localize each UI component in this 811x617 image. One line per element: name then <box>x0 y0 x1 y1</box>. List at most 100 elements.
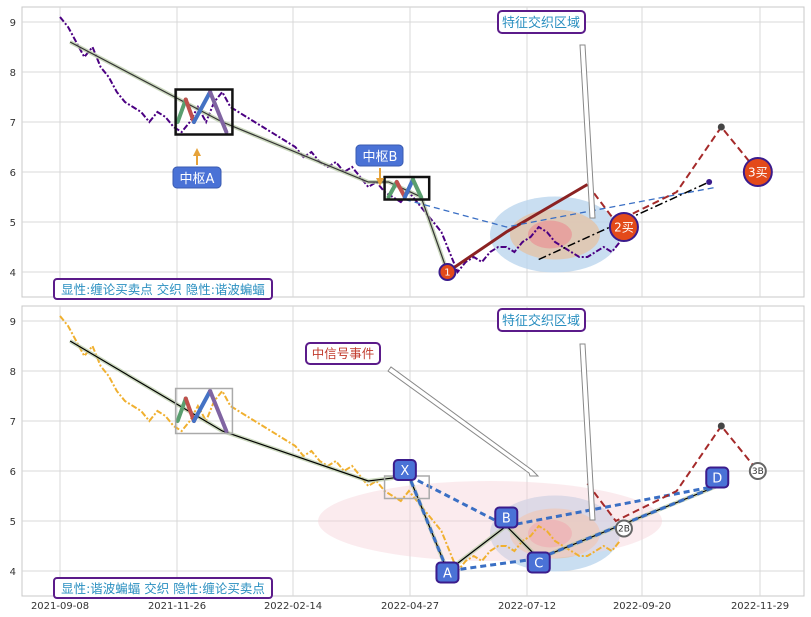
buy-point-3-text: 3买 <box>748 165 768 179</box>
harmonic-point-c-box <box>526 551 551 574</box>
legend-bottom: 显性:谐波蝙蝠 交织 隐性:缠论买卖点 <box>61 581 265 596</box>
buy-point-1-circle <box>438 263 457 281</box>
center-zigzag-segment <box>175 396 188 423</box>
center-zigzag-segment <box>386 180 399 199</box>
signal-event-label: 中信号事件 <box>312 346 375 361</box>
top-panel-frame <box>21 6 805 298</box>
legend-bottom-box: 显性:谐波蝙蝠 交织 隐性:缠论买卖点 <box>53 577 273 599</box>
center-zigzag-segment <box>402 177 415 199</box>
signal-ellipse <box>318 481 663 561</box>
harmonic-point-a-box <box>435 561 460 584</box>
y-tick-label: 5 <box>10 517 16 528</box>
harmonic-point-d-text: D <box>712 472 722 487</box>
center-a-box: 中枢A <box>172 166 222 189</box>
buy-point-1-text: 1 <box>444 268 450 279</box>
y-tick-label: 6 <box>10 168 16 179</box>
y-tick-label: 9 <box>10 18 16 29</box>
legend-top: 显性:缠论买卖点 交织 隐性:谐波蝙蝠 <box>61 282 265 297</box>
harmonic-point-c: C <box>526 551 551 574</box>
harmonic-point-c-text: C <box>534 557 543 572</box>
bottom-grid: 4 5 6 7 8 9 2021-09-08 2021-11-26 2022-02-14 2022… <box>10 306 804 612</box>
zone-title-bottom-box: 特征交织区域 <box>497 308 586 332</box>
center-zigzag-segment <box>191 90 213 124</box>
x-tick-label: 2022-02-14 <box>264 601 322 612</box>
legend-top-box: 显性:缠论买卖点 交织 隐性:谐波蝙蝠 <box>53 278 273 300</box>
y-tick-label: 4 <box>10 268 16 279</box>
peak-marker <box>717 123 725 131</box>
red-dashed-line <box>586 125 759 224</box>
harmonic-point-a-text: A <box>443 567 452 582</box>
trend-up-line <box>446 183 589 274</box>
x-tick-label: 2022-04-27 <box>381 601 439 612</box>
center-a-label: 中枢A <box>180 172 215 187</box>
harmonic-point-x-text: X <box>400 464 409 479</box>
bottom-chart-layer: X A B C D 2B 3B <box>59 315 767 584</box>
center-zigzag-segment <box>183 97 196 124</box>
center-zigzag-segment <box>208 90 229 134</box>
harmonic-point-d: D <box>705 466 730 489</box>
arrow-center-b-head <box>376 178 384 186</box>
harmonic-point-x-box <box>392 459 417 481</box>
x-tick-label: 2022-07-12 <box>498 601 556 612</box>
harmonic-point-x: X <box>392 459 417 481</box>
center-zigzag-segment <box>394 180 407 199</box>
harmonic-point-d-box <box>705 466 730 489</box>
bottom-panel-frame <box>21 305 805 597</box>
center-b-box: 中枢B <box>355 144 404 167</box>
zone-title-bottom: 特征交织区域 <box>502 313 580 329</box>
top-grid: 4 5 6 7 8 9 <box>10 7 804 297</box>
center-b-rect <box>383 175 431 201</box>
center-zigzag-segment <box>183 396 196 423</box>
center-zigzag-segment <box>191 389 213 423</box>
x-tick-label: 2022-09-20 <box>613 601 671 612</box>
y-tick-label: 7 <box>10 118 16 129</box>
buy-point-2: 2买 <box>608 212 639 242</box>
buy-point-3-circle <box>742 157 773 187</box>
y-tick-label: 8 <box>10 68 16 79</box>
center-b-label: 中枢B <box>363 150 398 165</box>
red-dashed-line <box>586 424 759 523</box>
dashed-projection <box>404 186 718 228</box>
buy-point-2-text: 2买 <box>614 220 634 234</box>
y-tick-label: 5 <box>10 218 16 229</box>
harmonic-point-b: B <box>494 506 519 529</box>
harmonic-point-b-box <box>494 506 519 529</box>
center-a-rect <box>174 88 234 136</box>
zone-arrow-bottom <box>579 343 596 521</box>
y-tick-label: 4 <box>10 567 16 578</box>
harmonic-point-a: A <box>435 561 460 584</box>
buy-point-1: 1 <box>438 263 457 281</box>
y-tick-label: 7 <box>10 417 16 428</box>
buy-point-3: 3买 <box>742 157 773 187</box>
buy-point-2b: 2B <box>614 519 633 538</box>
zone-title-top: 特征交织区域 <box>502 15 580 31</box>
buy-point-2-circle <box>608 212 639 242</box>
peak-marker <box>717 422 725 430</box>
y-tick-label: 6 <box>10 467 16 478</box>
center-zigzag-segment <box>208 389 229 433</box>
buy-point-2b-circle <box>614 519 633 538</box>
y-tick-label: 9 <box>10 317 16 328</box>
arrow-center-a-head <box>193 148 201 156</box>
signal-event-box: 中信号事件 <box>305 342 381 365</box>
y-tick-label: 8 <box>10 367 16 378</box>
harmonic-point-b-text: B <box>502 512 511 527</box>
signal-arrow <box>387 366 540 477</box>
top-chart-layer: 1 2买 3买 <box>59 16 773 281</box>
center-zigzag-segment <box>175 97 188 124</box>
x-tick-label: 2021-09-08 <box>31 601 89 612</box>
price-series <box>59 16 621 274</box>
zone-arrow-top <box>579 44 596 219</box>
buy-point-3b-circle <box>748 462 767 480</box>
buy-point-3b: 3B <box>748 462 767 480</box>
zone-title-top-box: 特征交织区域 <box>497 10 586 34</box>
buy-point-3b-text: 3B <box>752 467 764 477</box>
center-a-rect <box>174 387 234 435</box>
x-tick-label: 2022-11-29 <box>731 601 789 612</box>
center-zigzag-segment <box>410 177 424 199</box>
dashdot-line <box>538 181 710 261</box>
buy-point-2b-text: 2B <box>618 525 630 535</box>
price-series <box>59 315 621 573</box>
x-tick-label: 2021-11-26 <box>148 601 206 612</box>
end-marker <box>706 179 713 185</box>
